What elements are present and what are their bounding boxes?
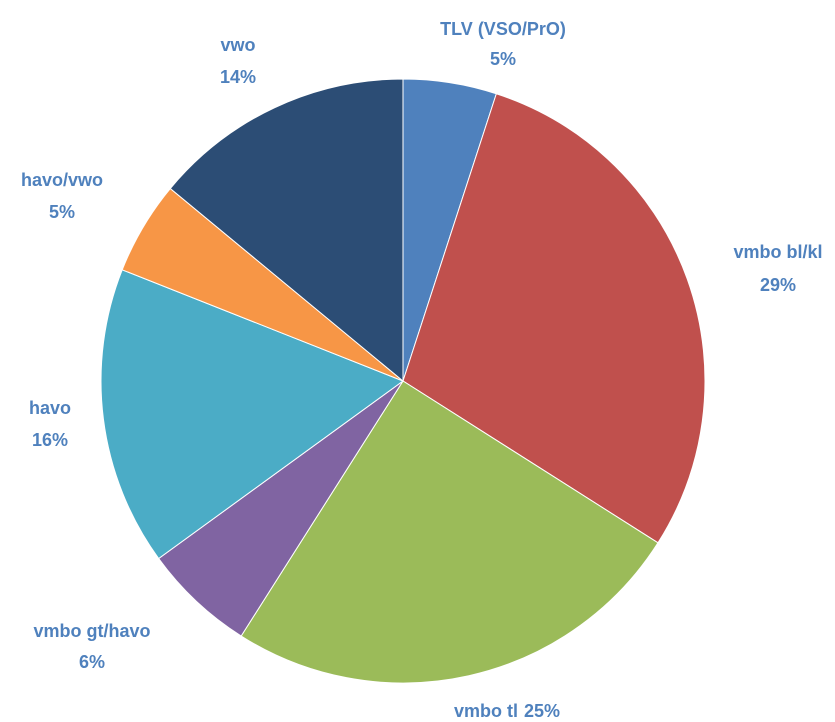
slice-label: vmbo tl (454, 701, 518, 721)
slice-label: vmbo bl/kl (733, 242, 822, 262)
slice-value-label: 14% (220, 67, 256, 87)
slice-label: havo/vwo (21, 170, 103, 190)
pie-slice (402, 93, 706, 544)
slice-value-label: 5% (490, 49, 516, 69)
pie-slice (100, 269, 405, 560)
slice-label: vwo (220, 35, 255, 55)
slice-value-label: 29% (760, 275, 796, 295)
slice-value-label: 16% (32, 430, 68, 450)
slice-label: havo (29, 398, 71, 418)
pie-slice (169, 78, 404, 383)
slice-value-label: 5% (49, 202, 75, 222)
pie-slice (240, 380, 659, 684)
slice-label: TLV (VSO/PrO) (440, 19, 566, 39)
slice-value-label: 25% (524, 701, 560, 721)
slice-label: vmbo gt/havo (33, 621, 150, 641)
slice-value-label: 6% (79, 652, 105, 672)
